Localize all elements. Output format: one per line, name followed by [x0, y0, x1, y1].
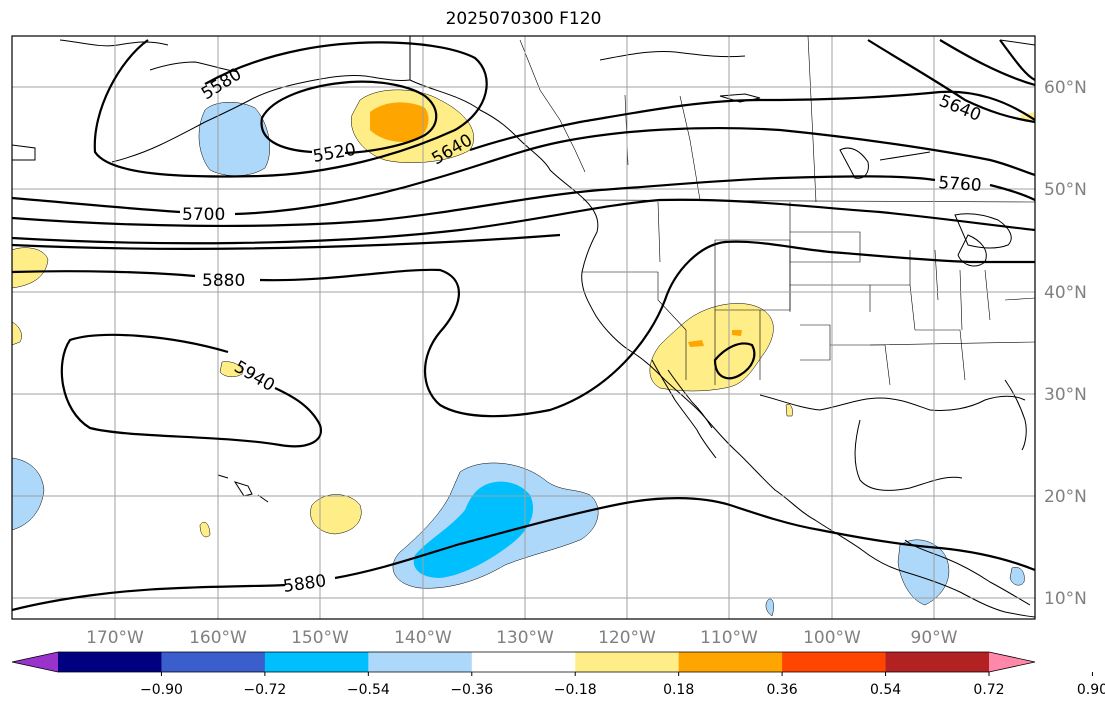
- lon-label-130w: 130°W: [496, 628, 554, 648]
- colorbar-segment: [264, 652, 369, 672]
- latitude-labels: 60°N 50°N 40°N 30°N 20°N 10°N: [1044, 78, 1087, 609]
- colorbar-outline: [11, 651, 1036, 673]
- lon-label-140w: 140°W: [394, 628, 452, 648]
- colorbar-segment: [368, 652, 473, 672]
- colorbar-tick-label: −0.54: [347, 682, 390, 698]
- colorbar-tick-label: 0.90: [1077, 682, 1105, 698]
- contour-label-5700: 5700: [182, 205, 225, 225]
- contour-5640-nw: [999, 39, 1035, 81]
- height-contours: [12, 39, 1035, 612]
- positive-anomaly-west-edge: [12, 247, 49, 289]
- colorbar-segment: [161, 652, 266, 672]
- contour-5820-a: [12, 198, 1035, 245]
- colorbar-arrow-high: [989, 652, 1035, 672]
- positive-anomaly-small-pacific: [219, 361, 243, 377]
- contour-5820-b: [12, 233, 561, 250]
- positive-anomaly-southwest-core-1: [688, 340, 704, 347]
- lon-label-150w: 150°W: [291, 628, 349, 648]
- contour-5880-south: [12, 497, 1035, 612]
- contour-label-5880-a: 5880: [202, 271, 245, 291]
- colorbar-tick-label: 0.72: [973, 682, 1004, 698]
- colorbar-tick-label: 0.36: [767, 682, 798, 698]
- positive-anomaly-hawaii-1: [199, 521, 211, 538]
- colorbar-segment: [575, 652, 680, 672]
- contour-5640-north: [867, 39, 1035, 124]
- colorbar-tick-label: −0.36: [450, 682, 493, 698]
- lon-label-170w: 170°W: [86, 628, 144, 648]
- colorbar-tick-label: −0.18: [554, 682, 597, 698]
- lat-label-10n: 10°N: [1044, 589, 1087, 609]
- colorbar-tick-label: −0.90: [140, 682, 183, 698]
- map-title: 2025070300 F120: [445, 9, 602, 29]
- colorbar-segment: [782, 652, 887, 672]
- contour-5760: [12, 175, 1035, 228]
- longitude-labels: 170°W 160°W 150°W 140°W 130°W 120°W 110°…: [86, 628, 958, 648]
- negative-anomaly-east-pacific-core: [413, 481, 534, 578]
- colorbar-tick-label: −0.72: [243, 682, 286, 698]
- contour-label-5760: 5760: [938, 173, 983, 196]
- contour-5700: [12, 126, 1035, 216]
- lon-label-90w: 90°W: [911, 628, 958, 648]
- negative-anomaly-small-south: [765, 598, 774, 617]
- lon-label-110w: 110°W: [700, 628, 758, 648]
- colorbar-tick-label: 0.54: [870, 682, 901, 698]
- colorbar-tick-label: 0.18: [663, 682, 694, 698]
- colorbar-segment: [678, 652, 783, 672]
- lon-label-160w: 160°W: [189, 628, 247, 648]
- negative-anomaly-west-edge: [12, 457, 45, 531]
- positive-anomaly-southwest-core-2: [732, 330, 742, 336]
- contour-5940: [60, 333, 323, 448]
- lat-label-40n: 40°N: [1044, 283, 1087, 303]
- positive-anomaly-hawaii-2: [310, 494, 362, 535]
- map-frame: [11, 35, 1036, 620]
- contour-5580: [93, 39, 488, 178]
- colorbar-segment: [58, 652, 162, 672]
- contour-5880-north: [12, 240, 1035, 418]
- contour-5640-west: [469, 90, 1035, 152]
- lat-label-50n: 50°N: [1044, 180, 1087, 200]
- positive-anomaly-alaska-core: [370, 102, 429, 142]
- lat-label-20n: 20°N: [1044, 487, 1087, 507]
- lat-label-60n: 60°N: [1044, 78, 1087, 98]
- shading-layer: [12, 89, 1035, 617]
- positive-anomaly-west-edge-2: [12, 321, 22, 346]
- coastlines: [12, 36, 1035, 618]
- negative-anomaly-caribbean: [1009, 567, 1025, 586]
- colorbar-segment: [471, 652, 576, 672]
- negative-anomaly-central-america: [897, 539, 950, 606]
- lat-label-30n: 30°N: [1044, 385, 1087, 405]
- negative-anomaly-aleutian: [198, 102, 270, 176]
- lon-label-120w: 120°W: [598, 628, 656, 648]
- positive-anomaly-gulf: [785, 404, 793, 417]
- colorbar-arrow-low: [12, 652, 58, 672]
- lon-label-100w: 100°W: [803, 628, 861, 648]
- contour-southwest-loop: [713, 342, 756, 380]
- contour-5640-ne: [939, 39, 1035, 87]
- contour-5520: [260, 80, 438, 155]
- colorbar-segment: [885, 652, 990, 672]
- colorbar: −0.90 −0.72 −0.54 −0.36 −0.18 0.18 0.36 0.54 0.7…: [11, 651, 1105, 698]
- positive-anomaly-southwest: [649, 303, 774, 392]
